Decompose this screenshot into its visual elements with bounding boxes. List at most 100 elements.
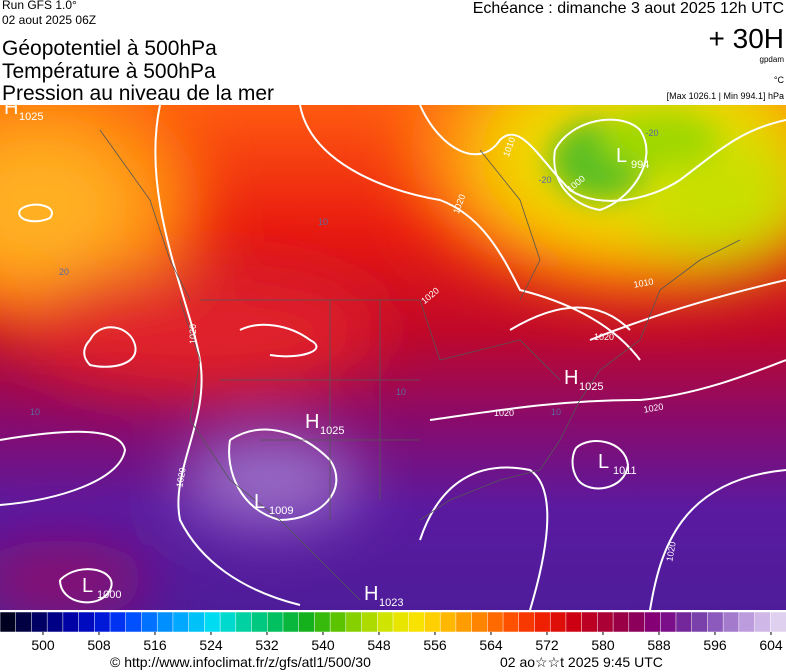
pressure-center-value: 994 [631,159,649,171]
pressure-center-letter: H [305,411,319,433]
colorbar-swatch [0,611,17,633]
run-date: 02 aout 2025 06Z [2,13,96,27]
colorbar-swatch [392,611,410,633]
pressure-range: [Max 1026.1 | Min 994.1] hPa [667,91,784,101]
temperature-label: 10 [396,387,406,397]
colorbar-tick-label: 500 [31,637,55,653]
colorbar-swatch [188,611,206,633]
colorbar-tick-label: 548 [367,637,391,653]
colorbar-swatch [471,611,489,633]
colorbar-swatch [707,611,724,633]
colorbar-swatch [377,611,394,633]
colorbar-swatch [408,611,426,633]
colorbar-swatch [597,611,614,633]
colorbar-swatch [62,611,80,633]
run-label: Run GFS 1.0° [2,0,77,12]
colorbar-swatch [329,611,347,633]
lead-time: + 30H [709,23,785,54]
colorbar-swatch [770,611,786,633]
isobar-label: 1020 [664,541,677,562]
isobars [0,105,786,610]
colorbar-tick-label: 604 [759,637,783,653]
colorbar-swatch [534,611,551,633]
colorbar-swatch [314,611,331,633]
colorbar-swatch [738,611,756,633]
pressure-center-value: 1000 [97,589,121,601]
colorbar-swatch [172,611,190,633]
pressure-center-value: 1009 [269,505,293,517]
colorbar-tick-label: 596 [703,637,727,653]
colorbar-swatch [78,611,96,633]
colorbar-tick-label: 516 [143,637,167,653]
colorbar-swatch [15,611,33,633]
colorbar-swatch [455,611,473,633]
isobar-label: 1020 [643,401,664,414]
pressure-center-letter: L [598,451,609,473]
colorbar-swatch [612,611,630,633]
pressure-center-letter: L [82,575,93,597]
colorbar-swatch [219,611,237,633]
colorbar-swatch [659,611,677,633]
temperature-label: 10 [551,407,561,417]
colorbar-swatch [282,611,300,633]
pressure-center-value: 1025 [320,425,344,437]
colorbar-tick-label: 508 [87,637,111,653]
colorbar-swatch [31,611,48,633]
pressure-center-letter: H [564,367,578,389]
isobar-label: 1020 [174,467,187,488]
colorbar-swatch [266,611,284,633]
colorbar-swatch [549,611,567,633]
temperature-label: -20 [645,128,658,138]
colorbar-tick-label: 572 [535,637,559,653]
title: Pression au niveau de la mer [2,82,274,105]
colorbar-swatch [204,611,221,633]
colorbar: 500 508 516 524 532 540 548 556 564 572 580 588 596 6… [0,611,786,653]
colorbar-swatch [125,611,143,633]
colorbar-swatch [439,611,457,633]
colorbar-swatch [487,611,504,633]
colorbar-swatch [235,611,253,633]
pressure-center-letter: H [364,583,378,605]
colorbar-tick-label: 588 [647,637,671,653]
timestamp: 02 ao☆☆t 2025 9:45 UTC [500,654,663,670]
colorbar-swatch [628,611,646,633]
colorbar-swatch [141,611,158,633]
source: © http://www.infoclimat.fr/z/gfs/atl1/50… [110,654,371,670]
title: Température à 500hPa [2,60,216,83]
colorbar-swatch [581,611,599,633]
echeance: Echéance : dimanche 3 aout 2025 12h UTC [473,0,784,17]
isobar-label: 1020 [494,408,514,418]
colorbar-swatch [46,611,64,633]
pressure-center-value: 1023 [379,597,403,609]
colorbar-swatch [361,611,379,633]
pressure-center-value: 1011 [613,465,637,477]
pressure-center-value: 1025 [579,381,603,393]
temperature-label: 10 [30,407,40,417]
isobar-label: 1020 [188,324,198,344]
colorbar-swatch [424,611,441,633]
colorbar-tick-label: 556 [423,637,447,653]
temperature-label: 20 [59,267,69,277]
colorbar-swatch [518,611,536,633]
colorbar-swatch [722,611,740,633]
pressure-center-letter: L [616,145,627,167]
colorbar-swatch [502,611,520,633]
isobar-label: 1010 [633,276,654,289]
pressure-center-value: 1025 [19,111,43,123]
isobar-label: 1020 [594,332,614,342]
colorbar-tick-label: 540 [311,637,335,653]
colorbar-tick-label: 564 [479,637,503,653]
colorbar-swatch [94,611,111,633]
temperature-label: 10 [318,217,328,227]
colorbar-swatch [675,611,693,633]
colorbar-tick-label: 580 [591,637,615,653]
geo-unit: gpdam [760,55,785,64]
colorbar-swatch [251,611,268,633]
colorbar-swatch [644,611,661,633]
colorbar-swatch [691,611,709,633]
colorbar-swatch [156,611,174,633]
